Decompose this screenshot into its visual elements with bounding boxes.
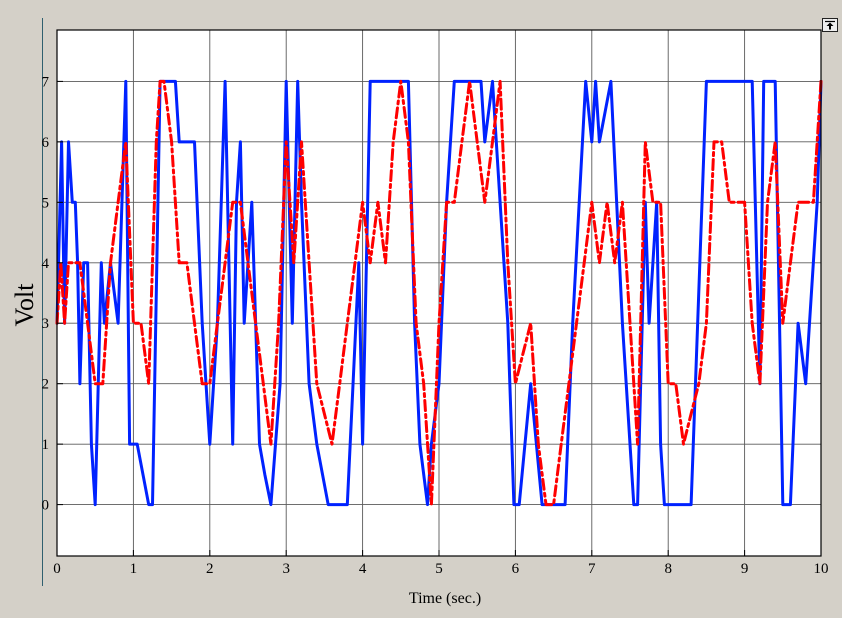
y-tick-label: 1 [42,437,50,453]
series-line-1 [55,79,823,507]
y-tick-label: 3 [42,316,50,332]
x-tick-label: 5 [435,561,443,577]
series-line-2 [55,79,823,507]
y-tick-label: 2 [42,377,50,393]
x-tick-label: 9 [741,561,749,577]
y-tick-label: 6 [42,135,50,151]
x-tick-label: 7 [588,561,596,577]
series-layer [55,79,823,507]
window-left-edge [42,18,43,586]
x-tick-label: 0 [53,561,61,577]
y-tick-label: 5 [42,195,50,211]
y-tick-label: 4 [42,256,50,272]
y-tick-label: 7 [42,74,50,90]
undock-button[interactable] [822,18,838,32]
x-tick-label: 1 [130,561,138,577]
x-tick-label: 10 [814,561,829,577]
x-tick-label: 8 [664,561,672,577]
x-tick-label: 3 [282,561,290,577]
x-tick-label: 6 [512,561,520,577]
y-tick-label: 0 [42,498,50,514]
x-tick-label: 4 [359,561,367,577]
x-axis-label: Time (sec.) [408,590,482,607]
y-axis-label: Volt [10,283,39,327]
x-tick-label: 2 [206,561,214,577]
undock-arrow-icon [825,20,835,30]
tick-layer: 0 1 2 3 4 5 6 7 8 9 10 0 1 2 3 4 5 6 7 [42,74,829,577]
